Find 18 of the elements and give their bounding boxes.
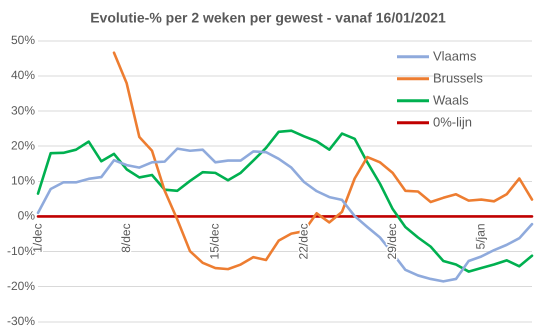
x-tick-label: 5/jan: [474, 223, 488, 250]
legend-label: Vlaams: [433, 48, 477, 64]
y-tick-label: 20%: [10, 138, 36, 152]
y-tick-label: 50%: [10, 33, 36, 48]
y-tick-label: 40%: [10, 68, 36, 82]
chart-title: Evolutie-% per 2 weken per gewest - vanaf 16/01/2021: [90, 9, 446, 26]
legend-label: Brussels: [433, 70, 484, 86]
y-tick-label: -30%: [7, 314, 36, 328]
x-tick-label: 22/dec: [296, 223, 310, 260]
y-tick-label: 30%: [10, 103, 36, 118]
y-tick-label: -20%: [7, 278, 36, 293]
x-tick-label: 8/dec: [118, 223, 133, 253]
x-tick-label: 15/dec: [208, 223, 222, 260]
legend-label: Waals: [433, 92, 470, 108]
y-tick-label: 0%: [18, 208, 36, 223]
x-tick-label: 29/dec: [384, 223, 399, 260]
y-tick-label: 10%: [10, 174, 36, 188]
legend-label: 0%-lijn: [433, 114, 472, 130]
